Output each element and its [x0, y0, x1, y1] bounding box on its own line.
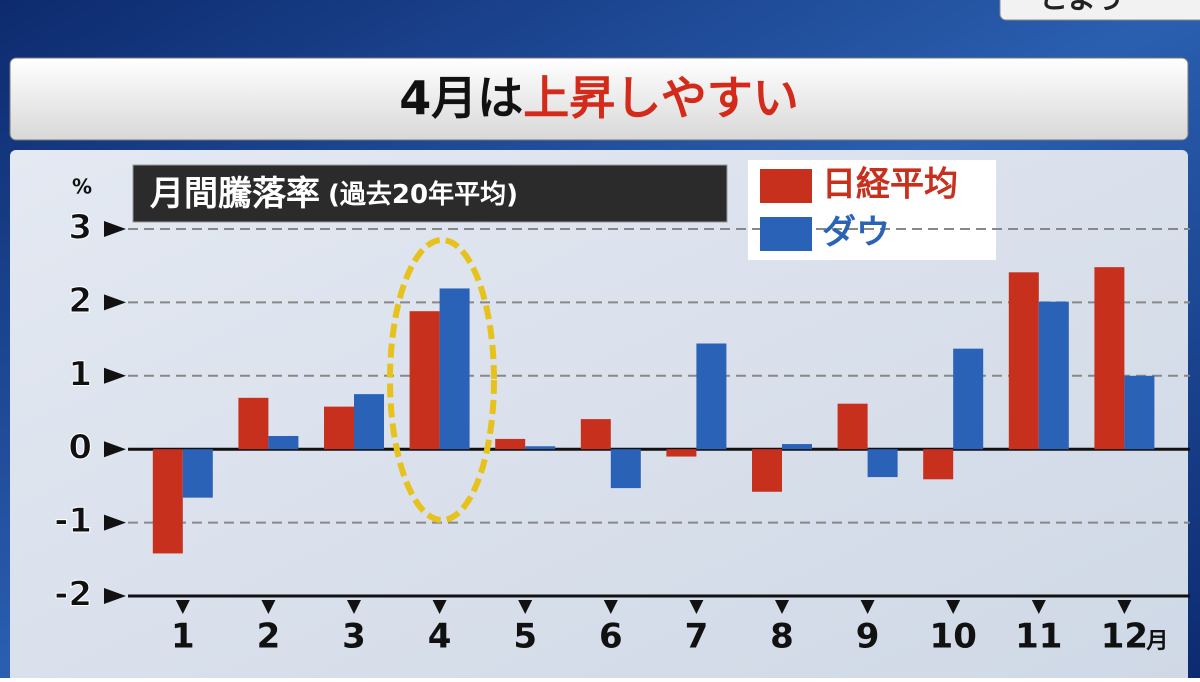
- bar: [1094, 267, 1125, 450]
- bar: [238, 397, 269, 450]
- bar: [525, 446, 556, 450]
- corner-text: こよう: [1040, 0, 1124, 15]
- chart-panel: [10, 150, 1188, 682]
- x-tick-label: 8: [770, 617, 794, 657]
- x-tick-label: 4: [428, 617, 452, 657]
- bar: [782, 444, 812, 450]
- x-tick-label: 9: [856, 617, 880, 657]
- x-tick-mark: [175, 600, 190, 614]
- x-tick-mark: [1117, 600, 1132, 614]
- x-tick-mark: [261, 600, 276, 614]
- x-tick-mark: [1031, 600, 1046, 614]
- legend-label: ダウ: [822, 213, 890, 253]
- bar: [324, 406, 354, 450]
- legend-label: 日経平均: [822, 165, 958, 205]
- bar: [268, 435, 299, 450]
- bar: [580, 419, 611, 450]
- chart-title: 月間騰落率: [150, 174, 320, 214]
- corner-box: [999, 0, 1200, 21]
- bar: [610, 449, 641, 489]
- bar: [182, 449, 213, 498]
- bar: [666, 449, 697, 457]
- bar: [953, 348, 984, 450]
- banner-highlight: 上昇しやすい: [523, 71, 799, 125]
- y-tick-label: 0: [68, 428, 92, 468]
- x-tick-label: 12: [1101, 617, 1148, 657]
- x-tick-label: 5: [513, 617, 537, 657]
- bar: [409, 311, 440, 450]
- y-tick-label: 2: [68, 281, 92, 321]
- chart-title-box: [132, 164, 728, 223]
- x-tick-mark: [689, 600, 704, 614]
- x-tick-mark: [518, 600, 533, 614]
- y-axis-label: %: [72, 175, 92, 199]
- y-tick-mark: [104, 514, 126, 531]
- x-tick-label: 10: [930, 617, 977, 657]
- highlight-ellipse: [387, 237, 497, 523]
- x-tick-label: 1: [171, 617, 195, 657]
- bar: [152, 449, 183, 554]
- banner-text: 4月は: [399, 71, 523, 125]
- bar: [439, 288, 470, 450]
- chart-title-group: 月間騰落率 (過去20年平均): [150, 174, 518, 214]
- bar: [923, 449, 954, 480]
- y-tick-mark: [104, 221, 126, 237]
- x-tick-mark: [347, 600, 361, 614]
- x-tick-label: 2: [257, 617, 281, 657]
- y-tick-label: 3: [68, 208, 92, 248]
- y-tick-mark: [104, 294, 126, 311]
- x-tick-label: 11: [1015, 617, 1062, 657]
- x-axis-unit: 月: [1145, 629, 1168, 654]
- y-tick-label: -2: [54, 575, 92, 615]
- y-tick-label: 1: [68, 354, 92, 394]
- x-tick-label: 6: [599, 617, 623, 657]
- x-tick-mark: [860, 600, 875, 614]
- bar: [354, 394, 384, 450]
- bar: [1008, 272, 1039, 450]
- bar: [1124, 375, 1155, 450]
- bar: [867, 449, 898, 478]
- bar: [1038, 301, 1069, 450]
- x-tick-label: 7: [685, 617, 709, 657]
- x-tick-label: 3: [342, 617, 366, 657]
- x-tick-mark: [946, 600, 961, 614]
- y-tick-mark: [104, 367, 126, 384]
- bar: [837, 403, 868, 450]
- bar: [696, 343, 727, 450]
- y-tick-label: -1: [54, 501, 92, 541]
- x-tick-mark: [775, 600, 789, 614]
- x-tick-mark: [603, 600, 618, 614]
- y-tick-mark: [104, 441, 126, 458]
- bar: [495, 438, 526, 450]
- bar: [752, 449, 782, 492]
- legend-swatch: [760, 217, 812, 251]
- legend-swatch: [760, 169, 812, 203]
- y-tick-mark: [104, 588, 126, 604]
- x-tick-mark: [432, 600, 447, 614]
- banner-box: [9, 57, 1189, 141]
- chart-subtitle: (過去20年平均): [328, 179, 518, 210]
- banner-title: 4月は上昇しやすい: [399, 71, 799, 125]
